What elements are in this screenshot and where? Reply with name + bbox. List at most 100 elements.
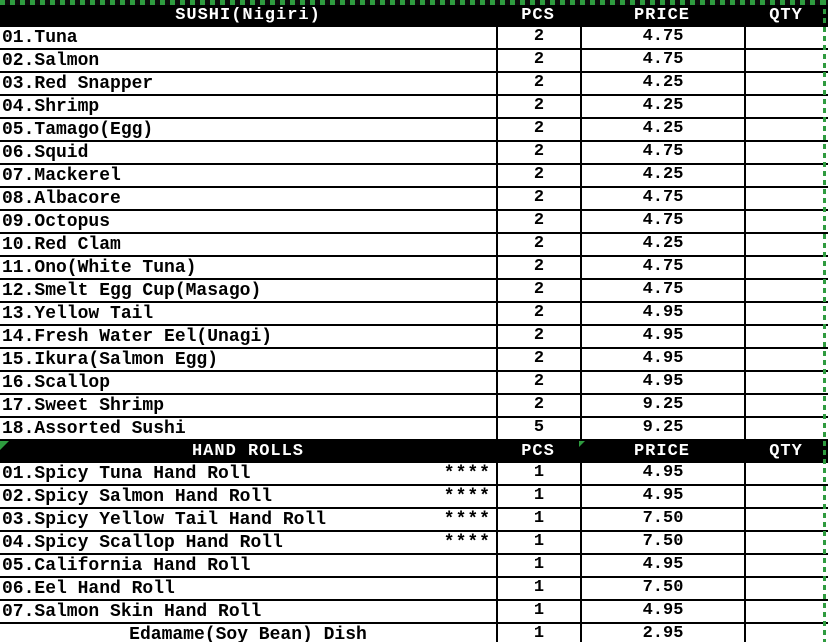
table-row: 06.Squid 2 4.75: [0, 142, 828, 165]
section-rows: 01.Spicy Tuna Hand Roll **** 1 4.95 02.S…: [0, 463, 828, 642]
item-price-cell: 4.95: [580, 326, 744, 347]
item-price-cell: 7.50: [580, 509, 744, 530]
item-name: 15.Ikura(Salmon Egg): [2, 349, 219, 370]
selection-mark-left: [0, 441, 9, 450]
item-price-cell: 4.75: [580, 188, 744, 209]
item-pcs-cell: 2: [496, 142, 580, 163]
item-price-cell: 7.50: [580, 532, 744, 553]
item-price-cell: 4.95: [580, 463, 744, 484]
item-pcs-cell: 1: [496, 486, 580, 507]
spicy-marker: ****: [443, 509, 491, 530]
item-qty-cell[interactable]: [744, 486, 828, 507]
item-qty-cell[interactable]: [744, 418, 828, 439]
item-qty-cell[interactable]: [744, 578, 828, 599]
item-qty-cell[interactable]: [744, 509, 828, 530]
item-qty-cell[interactable]: [744, 463, 828, 484]
item-price-cell: 4.95: [580, 349, 744, 370]
item-name-cell: 14.Fresh Water Eel(Unagi): [0, 326, 496, 347]
item-price-cell: 4.25: [580, 234, 744, 255]
item-name-cell: 08.Albacore: [0, 188, 496, 209]
item-qty-cell[interactable]: [744, 349, 828, 370]
item-pcs-cell: 2: [496, 280, 580, 301]
section-header-bar: SUSHI(Nigiri) PCS PRICE QTY: [0, 5, 828, 27]
item-qty-cell[interactable]: [744, 73, 828, 94]
item-qty-cell[interactable]: [744, 142, 828, 163]
section-rows: 01.Tuna 2 4.75 02.Salmon 2 4.75 03.Red S…: [0, 27, 828, 441]
item-pcs-cell: 2: [496, 257, 580, 278]
item-price-cell: 4.25: [580, 73, 744, 94]
item-name: 04.Shrimp: [2, 96, 100, 117]
item-name: 06.Eel Hand Roll: [2, 578, 175, 599]
selection-border-top: [0, 0, 828, 5]
item-name-cell: 01.Tuna: [0, 27, 496, 48]
item-name: 18.Assorted Sushi: [2, 418, 186, 439]
item-qty-cell[interactable]: [744, 372, 828, 393]
item-price-cell: 4.75: [580, 257, 744, 278]
item-qty-cell[interactable]: [744, 96, 828, 117]
item-pcs-cell: 1: [496, 624, 580, 642]
item-pcs-cell: 2: [496, 188, 580, 209]
selection-border-right: [823, 0, 826, 642]
item-name-cell: 07.Salmon Skin Hand Roll: [0, 601, 496, 622]
item-name-cell: 06.Eel Hand Roll: [0, 578, 496, 599]
col-header-pcs: PCS: [521, 442, 555, 461]
item-qty-cell[interactable]: [744, 119, 828, 140]
item-qty-cell[interactable]: [744, 555, 828, 576]
item-price-cell: 4.75: [580, 280, 744, 301]
item-price-cell: 4.95: [580, 303, 744, 324]
table-row: 01.Spicy Tuna Hand Roll **** 1 4.95: [0, 463, 828, 486]
item-name-cell: 06.Squid: [0, 142, 496, 163]
item-name-cell: 15.Ikura(Salmon Egg): [0, 349, 496, 370]
item-name: 07.Mackerel: [2, 165, 121, 186]
item-qty-cell[interactable]: [744, 624, 828, 642]
item-name: 14.Fresh Water Eel(Unagi): [2, 326, 273, 347]
item-name: 12.Smelt Egg Cup(Masago): [2, 280, 262, 301]
table-row: 09.Octopus 2 4.75: [0, 211, 828, 234]
item-pcs-cell: 2: [496, 326, 580, 347]
item-qty-cell[interactable]: [744, 27, 828, 48]
item-qty-cell[interactable]: [744, 50, 828, 71]
table-row: 03.Red Snapper 2 4.25: [0, 73, 828, 96]
item-qty-cell[interactable]: [744, 211, 828, 232]
table-row: 13.Yellow Tail 2 4.95: [0, 303, 828, 326]
table-row: 08.Albacore 2 4.75: [0, 188, 828, 211]
item-price-cell: 4.75: [580, 142, 744, 163]
item-price-cell: 4.95: [580, 601, 744, 622]
table-row: 07.Salmon Skin Hand Roll 1 4.95: [0, 601, 828, 624]
item-qty-cell[interactable]: [744, 165, 828, 186]
item-qty-cell[interactable]: [744, 326, 828, 347]
item-qty-cell[interactable]: [744, 280, 828, 301]
item-price-cell: 4.25: [580, 119, 744, 140]
item-name: 05.Tamago(Egg): [2, 119, 154, 140]
item-name-cell: 09.Octopus: [0, 211, 496, 232]
item-name-cell: 16.Scallop: [0, 372, 496, 393]
item-qty-cell[interactable]: [744, 234, 828, 255]
item-price-cell: 2.95: [580, 624, 744, 642]
item-name-cell: 18.Assorted Sushi: [0, 418, 496, 439]
table-row: 03.Spicy Yellow Tail Hand Roll **** 1 7.…: [0, 509, 828, 532]
section-title: SUSHI(Nigiri): [175, 6, 321, 25]
item-pcs-cell: 2: [496, 395, 580, 416]
item-qty-cell[interactable]: [744, 303, 828, 324]
table-row: 04.Shrimp 2 4.25: [0, 96, 828, 119]
item-name-cell: 02.Salmon: [0, 50, 496, 71]
table-row: 05.Tamago(Egg) 2 4.25: [0, 119, 828, 142]
col-header-price: PRICE: [633, 6, 690, 25]
item-qty-cell[interactable]: [744, 395, 828, 416]
table-row: 12.Smelt Egg Cup(Masago) 2 4.75: [0, 280, 828, 303]
item-name: 13.Yellow Tail: [2, 303, 154, 324]
item-pcs-cell: 2: [496, 234, 580, 255]
table-row: 01.Tuna 2 4.75: [0, 27, 828, 50]
item-qty-cell[interactable]: [744, 257, 828, 278]
col-header-pcs: PCS: [521, 6, 555, 25]
item-pcs-cell: 2: [496, 27, 580, 48]
item-qty-cell[interactable]: [744, 601, 828, 622]
table-row: 04.Spicy Scallop Hand Roll **** 1 7.50: [0, 532, 828, 555]
item-name: 16.Scallop: [2, 372, 111, 393]
table-row: 11.Ono(White Tuna) 2 4.75: [0, 257, 828, 280]
item-qty-cell[interactable]: [744, 532, 828, 553]
item-qty-cell[interactable]: [744, 188, 828, 209]
item-name-cell: 04.Spicy Scallop Hand Roll ****: [0, 532, 496, 553]
item-name: 07.Salmon Skin Hand Roll: [2, 601, 262, 622]
item-pcs-cell: 1: [496, 555, 580, 576]
